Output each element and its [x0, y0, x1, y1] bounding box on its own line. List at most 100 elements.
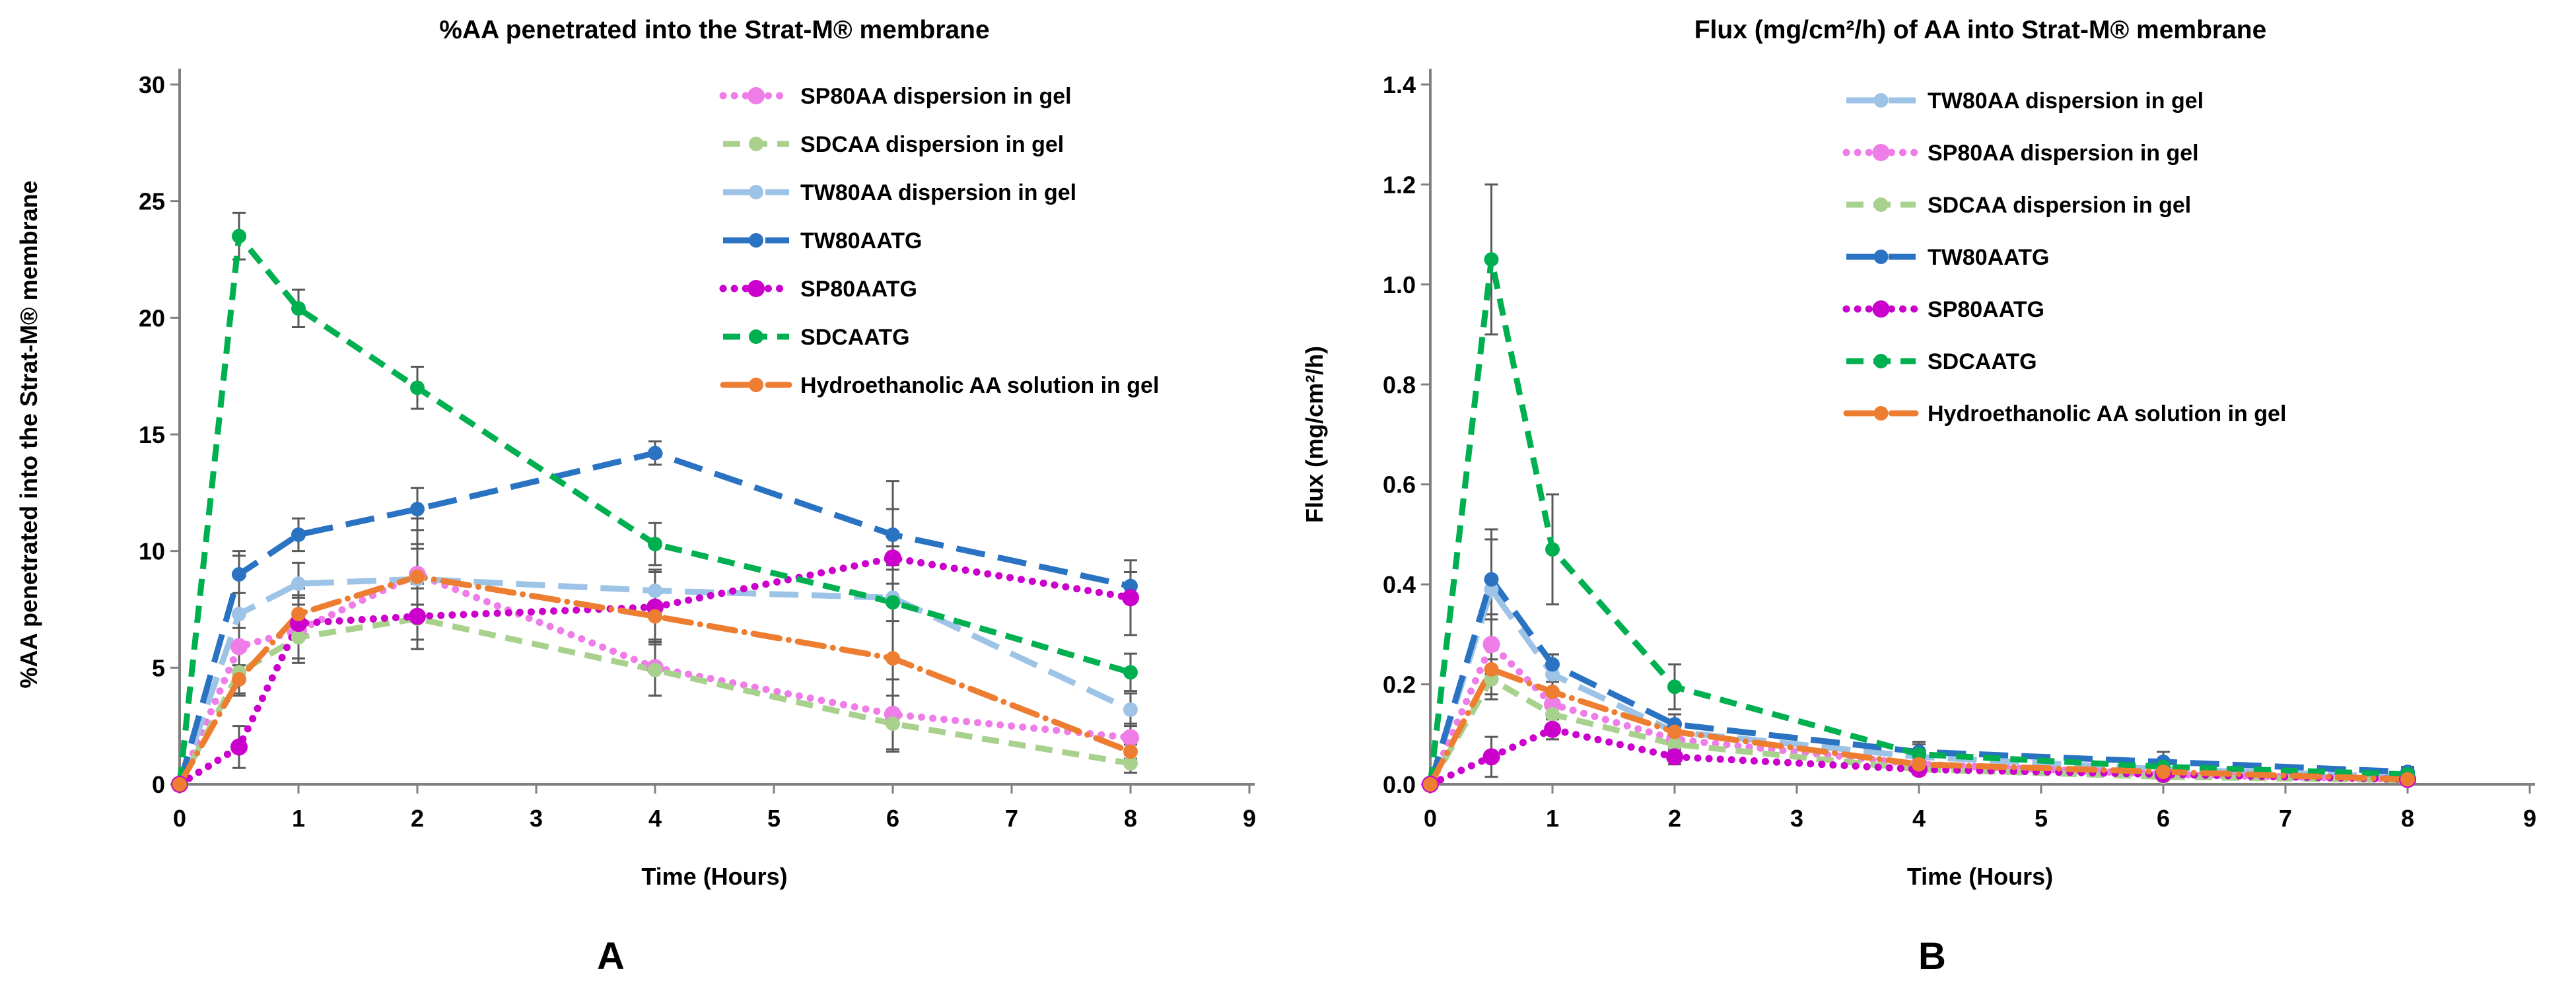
legend-label: TW80AATG	[800, 228, 922, 254]
series-marker	[1545, 542, 1560, 557]
x-tick-label: 2	[411, 805, 424, 832]
series-marker	[886, 595, 900, 610]
legend-label: SP80AA dispersion in gel	[800, 84, 1072, 109]
legend-item: TW80AA dispersion in gel	[1846, 88, 2204, 114]
legend-marker-dot	[749, 137, 763, 151]
series-marker	[232, 228, 246, 244]
x-tick-label: 3	[1790, 805, 1803, 832]
series-marker	[230, 738, 248, 756]
x-tick-label: 4	[1912, 805, 1926, 832]
series-marker	[230, 638, 248, 656]
series-marker	[232, 607, 246, 622]
series-marker	[291, 630, 306, 645]
series-marker	[1484, 572, 1499, 587]
y-tick-label: 1.0	[1383, 271, 1416, 298]
series-marker	[1667, 737, 1682, 752]
legend-label: SDCAATG	[800, 325, 910, 350]
series-marker	[232, 567, 246, 582]
y-tick-label: 0.8	[1383, 371, 1416, 398]
legend-label: TW80AATG	[1928, 245, 2049, 270]
x-tick-label: 2	[1668, 805, 1681, 832]
legend-label: TW80AA dispersion in gel	[800, 180, 1076, 205]
legend-label: TW80AA dispersion in gel	[1928, 88, 2204, 114]
legend-item: SP80AATG	[1842, 297, 2044, 322]
series-marker	[648, 662, 662, 677]
series-marker	[1423, 777, 1438, 792]
series-marker	[2400, 772, 2415, 787]
series-marker	[886, 527, 900, 542]
series-marker	[291, 301, 306, 316]
x-tick-label: 3	[530, 805, 543, 832]
legend-item: SP80AA dispersion in gel	[1842, 141, 2199, 166]
x-axis-title: Time (Hours)	[1907, 863, 2053, 890]
x-tick-label: 6	[886, 805, 899, 832]
series-marker	[648, 583, 662, 598]
legend-marker-dot	[1873, 406, 1889, 421]
series-marker	[1667, 679, 1682, 695]
series-marker	[1667, 724, 1682, 739]
chart-title: Flux (mg/cm²/h) of AA into Strat-M® memb…	[1694, 16, 2267, 44]
x-tick-label: 0	[1424, 805, 1437, 832]
series-marker	[648, 537, 662, 552]
legend-item: TW80AATG	[1846, 245, 2049, 270]
chart-panel-b: 0 1 2 3 4 5 6 7 8 9 0.0 0.2 0.4 0.6 0.8 1.0 1.2 1.4 TW80AA…	[1301, 16, 2536, 978]
series-marker	[410, 502, 425, 517]
chart-title: %AA penetrated into the Strat-M® membran…	[439, 16, 989, 44]
legend-marker-dot	[1872, 144, 1890, 161]
legend-label: Hydroethanolic AA solution in gel	[1928, 401, 2286, 426]
y-axis-title: Flux (mg/cm²/h)	[1301, 346, 1328, 523]
y-tick-label: 0.2	[1383, 671, 1416, 698]
series-marker	[1912, 757, 1926, 772]
x-tick-label: 0	[173, 805, 186, 832]
x-tick-label: 1	[292, 805, 305, 832]
series-marker	[291, 607, 306, 622]
y-tick-label: 30	[139, 71, 165, 98]
y-tick-label: 10	[139, 538, 165, 565]
series-marker	[1122, 589, 1139, 607]
x-tick-label: 6	[2157, 805, 2170, 832]
series-marker	[1545, 667, 1560, 682]
series-marker	[884, 549, 901, 567]
x-tick-label: 5	[767, 805, 781, 832]
legend-marker-dot	[1873, 354, 1889, 368]
series-marker	[1545, 707, 1560, 722]
series-marker	[291, 576, 306, 592]
series-marker	[1123, 744, 1138, 759]
series-marker	[1482, 636, 1500, 653]
x-tick-label: 7	[2279, 805, 2292, 832]
series-marker	[1123, 578, 1138, 594]
series-marker	[1122, 729, 1139, 747]
legend-marker-dot	[1873, 93, 1889, 108]
y-tick-label: 0.4	[1383, 571, 1416, 598]
series-marker	[1666, 748, 1683, 766]
series-marker	[1484, 252, 1499, 267]
x-tick-label: 1	[1546, 805, 1559, 832]
legend-item: TW80AATG	[723, 228, 922, 254]
x-tick-label: 9	[1243, 805, 1256, 832]
y-tick-label: 25	[139, 188, 165, 215]
series-marker	[1484, 582, 1499, 597]
series-marker	[648, 609, 662, 624]
x-tick-label: 5	[2035, 805, 2048, 832]
legend-marker-dot	[1873, 250, 1889, 264]
legend-marker-dot	[749, 329, 763, 344]
legend-marker-dot	[748, 280, 765, 297]
legend-item: SDCAA dispersion in gel	[723, 132, 1064, 157]
y-tick-label: 1.4	[1383, 71, 1416, 98]
series-marker	[172, 777, 187, 792]
series-marker	[1912, 747, 1926, 762]
legend-item: SDCAATG	[723, 325, 910, 350]
series-marker	[1123, 702, 1138, 717]
series-marker	[410, 380, 425, 395]
panel-letter: B	[1918, 935, 1946, 978]
y-tick-label: 20	[139, 304, 165, 331]
legend-label: SDCAATG	[1928, 349, 2037, 374]
series-line	[1427, 259, 2408, 785]
y-tick-label: 5	[152, 654, 165, 681]
legend-label: SDCAA dispersion in gel	[800, 132, 1064, 157]
legend-label: SP80AATG	[800, 277, 917, 302]
series-marker	[1545, 684, 1560, 699]
legend-item: SDCAA dispersion in gel	[1846, 193, 2191, 218]
series-marker	[648, 446, 662, 461]
